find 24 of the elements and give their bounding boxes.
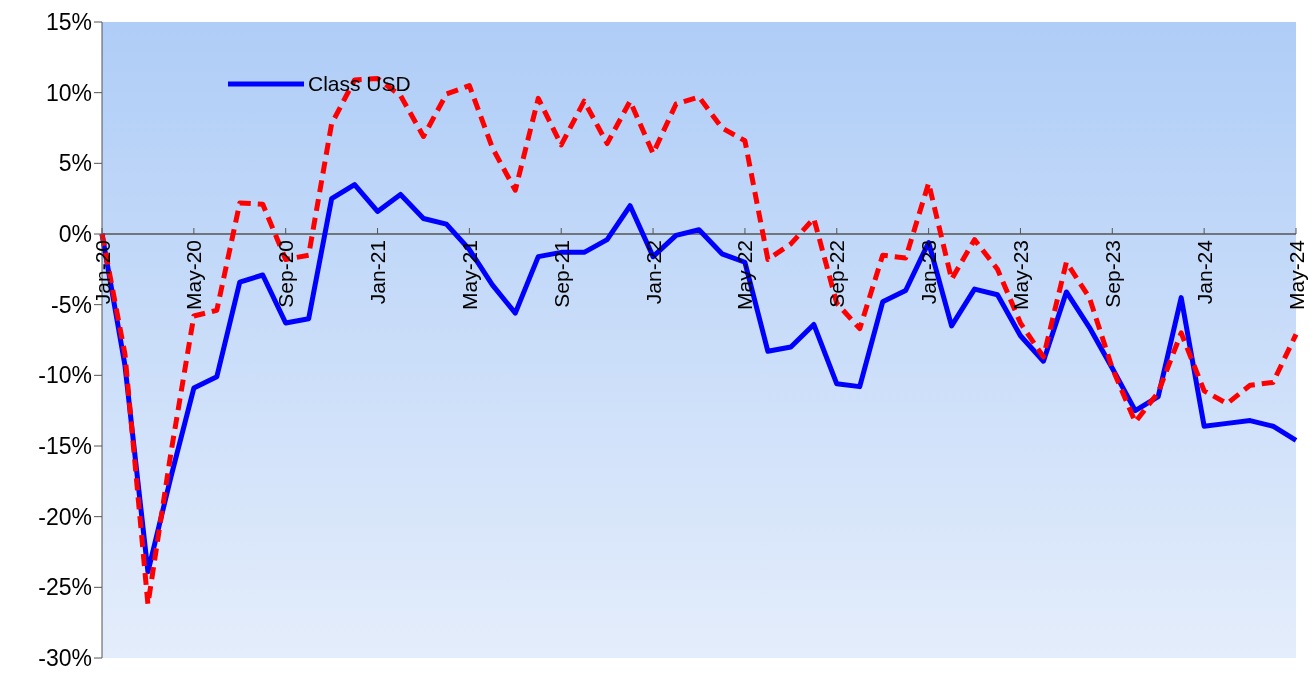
x-tick-label: May-23 <box>1008 240 1032 311</box>
x-tick-label: Jan-22 <box>641 240 665 305</box>
x-tick-label: Jan-21 <box>366 240 390 305</box>
x-tick-label: Sep-23 <box>1100 240 1124 308</box>
y-tick-label: -25% <box>38 574 92 601</box>
y-tick-label: -30% <box>38 645 92 672</box>
y-tick-label: 0% <box>58 221 92 248</box>
y-tick-label: -5% <box>51 291 92 318</box>
x-tick-label: May-24 <box>1284 239 1308 311</box>
x-tick-label: Jan-20 <box>90 240 114 305</box>
y-tick-label: -20% <box>38 503 92 530</box>
x-tick-label: May-20 <box>182 240 206 311</box>
x-tick-label: Sep-20 <box>274 240 298 308</box>
y-tick-label: -15% <box>38 433 92 460</box>
x-tick-label: Jan-23 <box>917 240 941 305</box>
x-tick-label: Jan-24 <box>1192 239 1216 305</box>
x-tick-label: May-22 <box>733 240 757 311</box>
y-tick-label: 10% <box>45 79 92 106</box>
x-tick-label: May-21 <box>457 240 481 311</box>
x-tick-label: Sep-21 <box>549 240 573 308</box>
y-tick-label: -10% <box>38 362 92 389</box>
x-tick-label: Sep-22 <box>825 240 849 308</box>
y-tick-label: 5% <box>58 150 92 177</box>
y-tick-label: 15% <box>45 9 92 36</box>
